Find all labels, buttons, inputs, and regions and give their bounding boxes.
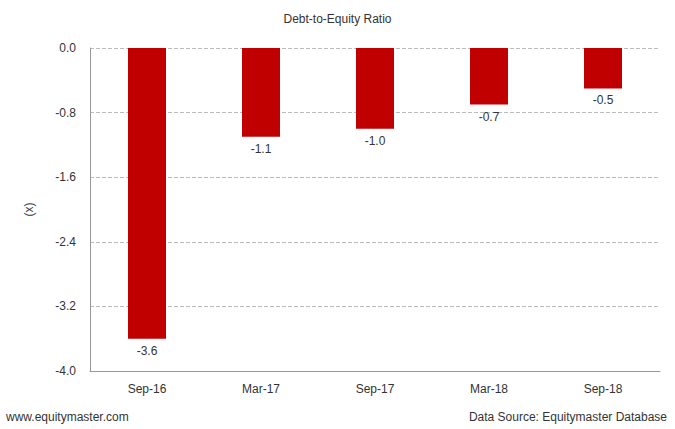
svg-text:Mar-17: Mar-17: [242, 382, 280, 396]
svg-text:-4.0: -4.0: [55, 364, 76, 378]
svg-text:Sep-17: Sep-17: [356, 382, 395, 396]
svg-text:-3.6: -3.6: [137, 344, 158, 358]
svg-text:-3.2: -3.2: [55, 299, 76, 313]
svg-text:Sep-16: Sep-16: [128, 382, 167, 396]
svg-text:-1.6: -1.6: [55, 170, 76, 184]
svg-text:0.0: 0.0: [59, 41, 76, 55]
svg-text:Debt-to-Equity Ratio: Debt-to-Equity Ratio: [283, 12, 391, 26]
svg-text:-0.7: -0.7: [479, 110, 500, 124]
svg-text:Sep-18: Sep-18: [584, 382, 623, 396]
svg-text:Data Source: Equitymaster Data: Data Source: Equitymaster Database: [469, 410, 667, 424]
svg-text:-1.1: -1.1: [251, 142, 272, 156]
svg-text:(x): (x): [22, 203, 36, 217]
svg-text:www.equitymaster.com: www.equitymaster.com: [5, 410, 129, 424]
svg-text:Mar-18: Mar-18: [470, 382, 508, 396]
svg-text:-0.8: -0.8: [55, 106, 76, 120]
svg-text:-2.4: -2.4: [55, 235, 76, 249]
svg-text:-1.0: -1.0: [365, 134, 386, 148]
svg-text:-0.5: -0.5: [593, 93, 614, 107]
